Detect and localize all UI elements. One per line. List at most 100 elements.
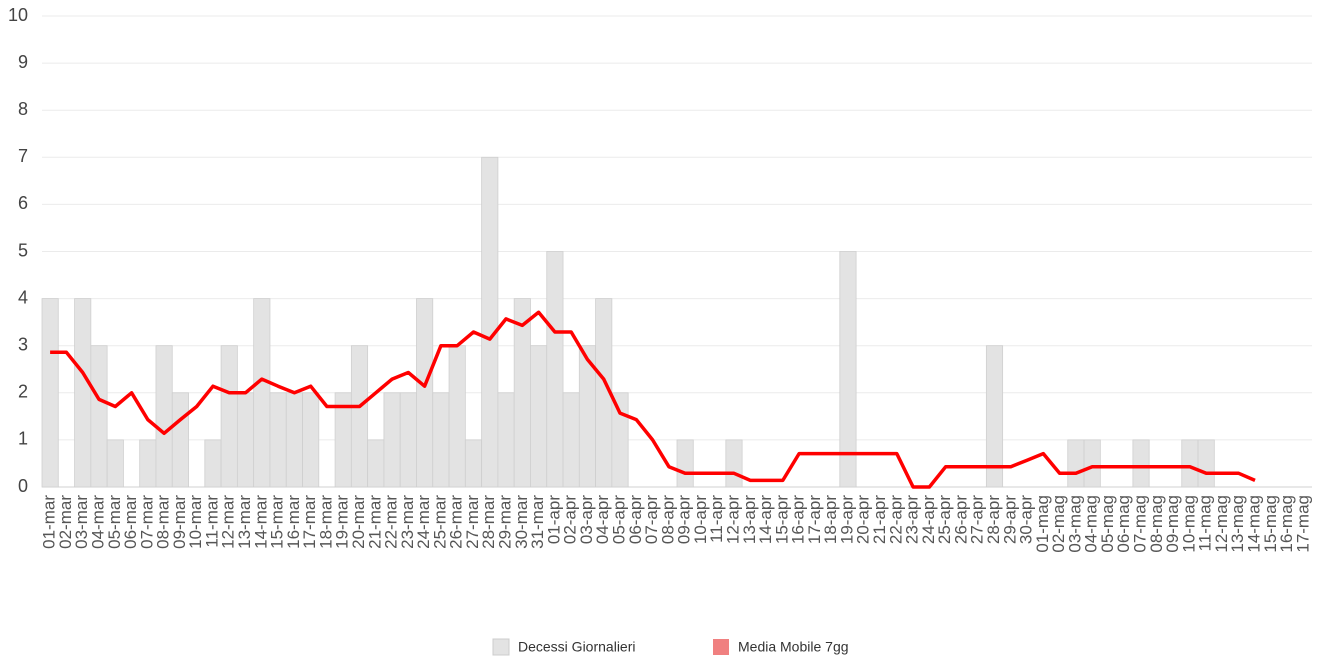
x-tick-label: 08-mag: [1147, 495, 1166, 553]
y-tick-label: 7: [18, 146, 28, 166]
x-tick-label: 19-mar: [333, 495, 352, 549]
bar: [725, 439, 743, 488]
y-tick-label: 2: [18, 382, 28, 402]
x-tick-label: 30-mar: [512, 495, 531, 549]
x-tick-label: 11-mag: [1196, 495, 1215, 551]
x-tick-label: 14-mar: [251, 495, 270, 549]
bar: [1197, 439, 1215, 488]
bar: [1181, 439, 1199, 488]
x-tick-label: 02-mag: [1049, 495, 1068, 553]
bar: [448, 345, 466, 488]
bar: [1132, 439, 1150, 488]
bar: [90, 345, 108, 488]
bar: [1067, 439, 1085, 488]
bar: [253, 298, 271, 488]
bar: [497, 392, 515, 488]
x-tick-label: 09-mar: [170, 495, 189, 549]
x-tick-label: 25-mar: [430, 495, 449, 549]
bar: [546, 251, 564, 488]
x-tick-label: 15-mag: [1261, 495, 1280, 553]
x-tick-label: 06-mar: [121, 495, 140, 549]
x-tick-label: 22-mar: [382, 495, 401, 549]
x-tick-label: 06-mag: [1114, 495, 1133, 553]
x-tick-label: 18-mar: [316, 495, 335, 549]
x-tick-label: 01-mag: [1033, 495, 1052, 553]
x-tick-label: 10-mag: [1179, 495, 1198, 553]
x-tick-label: 09-apr: [675, 495, 694, 544]
x-tick-label: 15-apr: [772, 495, 791, 544]
x-tick-label: 02-apr: [561, 495, 580, 544]
y-tick-label: 0: [18, 476, 28, 496]
line: [50, 310, 1256, 489]
x-tick-label: 10-mar: [186, 495, 205, 549]
x-tick-label: 07-mag: [1131, 495, 1150, 553]
x-tick-label: 30-apr: [1017, 495, 1036, 544]
bar: [285, 392, 303, 488]
y-tick-label: 6: [18, 193, 28, 213]
x-tick-label: 13-mar: [235, 495, 254, 549]
x-tick-label: 28-apr: [984, 495, 1003, 544]
legend-label: Decessi Giornalieri: [518, 639, 635, 655]
x-tick-label: 24-mar: [414, 495, 433, 549]
bar: [41, 298, 59, 488]
bar: [464, 439, 483, 488]
x-tick-label: 17-mar: [300, 495, 319, 549]
bar: [676, 439, 694, 488]
x-tick-label: 14-mag: [1244, 495, 1263, 553]
x-tick-label: 17-apr: [805, 495, 824, 544]
bar: [350, 345, 369, 488]
bar: [269, 392, 287, 488]
bar: [204, 439, 222, 488]
bar: [839, 251, 857, 488]
x-tick-label: 21-mar: [365, 495, 384, 549]
x-tick-label: 04-apr: [593, 495, 612, 544]
x-tick-label: 18-apr: [821, 495, 840, 544]
bar: [383, 392, 401, 488]
bar: [139, 439, 157, 488]
x-tick-label: 12-mag: [1212, 495, 1231, 553]
x-tick-label: 01-mar: [40, 495, 59, 549]
x-tick-label: 13-mag: [1228, 495, 1247, 553]
bar: [530, 345, 548, 488]
x-tick-label: 21-apr: [870, 495, 889, 544]
x-tick-label: 06-apr: [626, 495, 645, 544]
legend-label: Media Mobile 7gg: [738, 639, 849, 655]
x-tick-label: 11-apr: [707, 495, 726, 543]
x-tick-label: 16-mag: [1277, 495, 1296, 553]
bar: [74, 298, 92, 488]
x-tick-label: 27-apr: [968, 495, 987, 544]
x-tick-label: 12-apr: [723, 495, 742, 544]
x-tick-label: 25-apr: [935, 495, 954, 544]
y-tick-label: 10: [8, 5, 28, 25]
x-tick-label: 07-apr: [642, 495, 661, 544]
x-tick-label: 09-mag: [1163, 495, 1182, 553]
x-tick-label: 11-mar: [202, 495, 221, 548]
legend-swatch: [713, 639, 729, 655]
bar: [171, 392, 189, 488]
y-tick-label: 3: [18, 334, 28, 354]
y-tick-label: 9: [18, 52, 28, 72]
x-tick-label: 03-mag: [1065, 495, 1084, 553]
x-tick-label: 03-apr: [577, 495, 596, 544]
x-tick-label: 08-apr: [658, 495, 677, 544]
x-tick-label: 20-mar: [349, 495, 368, 549]
x-tick-label: 05-apr: [609, 495, 628, 544]
bar: [236, 392, 255, 488]
y-tick-label: 5: [18, 240, 28, 260]
x-tick-label: 31-mar: [528, 495, 547, 549]
bar: [562, 392, 580, 488]
x-tick-label: 29-apr: [1000, 495, 1019, 544]
x-tick-label: 24-apr: [919, 495, 938, 544]
bar: [432, 392, 450, 488]
x-tick-label: 19-apr: [837, 495, 856, 544]
x-tick-label: 20-apr: [854, 495, 873, 544]
bar: [106, 439, 124, 488]
x-tick-label: 23-apr: [903, 495, 922, 544]
x-tick-label: 04-mag: [1082, 495, 1101, 553]
x-tick-label: 07-mar: [137, 495, 156, 549]
x-tick-label: 16-apr: [789, 495, 808, 544]
x-tick-label: 05-mar: [105, 495, 124, 549]
legend-swatch: [492, 638, 510, 656]
x-tick-label: 10-apr: [691, 495, 710, 544]
